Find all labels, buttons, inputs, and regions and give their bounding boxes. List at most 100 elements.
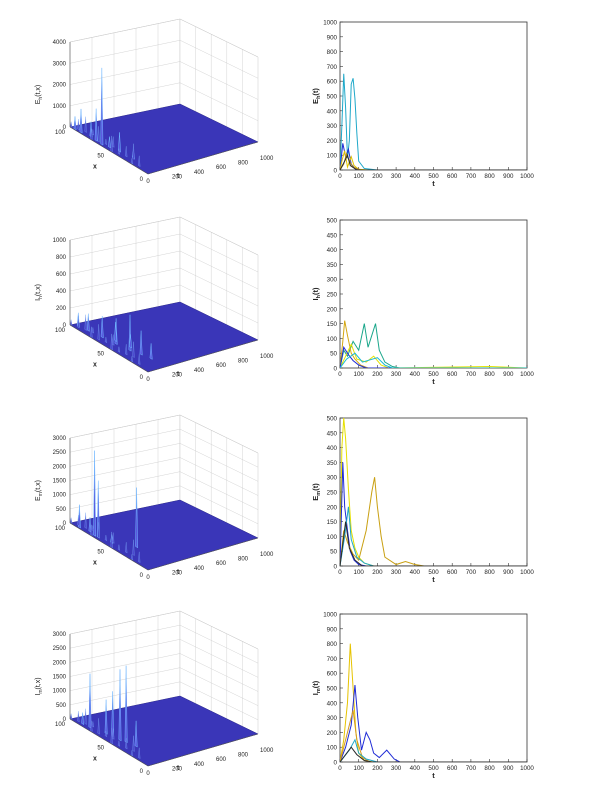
y-tick-label: 250 — [327, 292, 338, 299]
surface-peak-4 — [139, 330, 143, 356]
surface-peak-4 — [88, 673, 92, 729]
x-tick-label: 500 — [428, 569, 439, 576]
surface-ripple — [112, 532, 115, 544]
x-axis-label: t — [432, 179, 435, 188]
x-tick-label: 100 — [354, 765, 365, 772]
t-axis-label: t — [177, 569, 180, 576]
t-tick-label: 800 — [238, 359, 249, 365]
z-tick-label: 1500 — [53, 675, 67, 681]
surface-ripple — [84, 512, 87, 529]
z-grid — [69, 82, 181, 106]
series-line-4 — [340, 352, 527, 368]
surface-ripple — [104, 337, 108, 344]
z-tick-label: 2000 — [53, 660, 67, 666]
surface-ripple — [77, 515, 80, 527]
z-grid — [69, 667, 181, 691]
x-tick-label: 50 — [97, 352, 104, 358]
z-tick-label: 0 — [63, 521, 67, 527]
y-axis-label-main: E — [311, 496, 320, 501]
t-tick-label: 200 — [172, 174, 183, 180]
surface-ripple — [132, 143, 135, 160]
x-tick-label: 0 — [338, 765, 342, 772]
z-grid — [179, 624, 259, 664]
z-grid — [179, 443, 259, 482]
x-tick-label: 50 — [97, 550, 104, 556]
x-tick-label: 200 — [372, 765, 383, 772]
plot-frame — [339, 21, 528, 171]
z-axis-label-tail: (t,x) — [35, 85, 42, 97]
y-tick-label: 200 — [327, 504, 338, 511]
z-axis-label-sub: m — [38, 492, 44, 496]
z-axis-label-main: I — [35, 299, 42, 301]
z-grid — [69, 18, 181, 43]
series-line-0 — [340, 323, 527, 368]
z-grid — [69, 639, 181, 663]
surface-peak-7 — [114, 322, 117, 342]
y-axis-label: Em(t) — [311, 483, 322, 501]
z-grid — [69, 485, 181, 510]
t-tick-label: 400 — [194, 170, 205, 176]
y-tick-label: 250 — [327, 490, 338, 497]
x-axis-label: t — [432, 575, 435, 584]
t-tick-label-zero: 0 — [146, 771, 150, 777]
surface-ripple — [112, 136, 115, 148]
z-axis-label: Im(t,x) — [35, 677, 44, 695]
surface-ripple — [84, 116, 87, 133]
x-tick-label: 800 — [484, 765, 495, 772]
y-tick-label: 700 — [327, 656, 338, 663]
y-tick-label: 50 — [330, 351, 337, 358]
t-tick-label: 1000 — [260, 354, 274, 360]
x-tick-label: 300 — [391, 569, 402, 576]
series-line-2 — [340, 343, 527, 368]
t-tick-label: 400 — [194, 566, 205, 572]
surface-peak-0 — [100, 67, 104, 146]
surface-ripple — [104, 535, 108, 542]
surface-ripple — [104, 139, 108, 146]
y-tick-label: 900 — [327, 34, 338, 41]
z-grid — [69, 471, 181, 495]
surface-ripple — [117, 544, 121, 551]
surface-peak-1 — [118, 669, 122, 742]
series-line-4 — [340, 746, 527, 762]
x-tick-label: 800 — [484, 569, 495, 576]
z-tick-label: 2000 — [53, 83, 67, 89]
surface-peak-8 — [129, 334, 132, 349]
surface-ripple — [104, 731, 108, 738]
surface-panel-0: 0 1000 2000 3000 4000 0 50 100 200 400 600 800 1000 0… — [35, 18, 274, 185]
x-tick-label: 900 — [503, 569, 514, 576]
y-tick-label: 500 — [327, 416, 338, 423]
y-tick-label: 500 — [327, 94, 338, 101]
z-tick-label: 0 — [63, 323, 67, 329]
x-tick-label: 300 — [391, 173, 402, 180]
y-axis-label: Ih(t) — [311, 287, 322, 300]
surface-ripple — [130, 158, 134, 165]
y-tick-label: 450 — [327, 430, 338, 437]
x-axis-label: t — [432, 377, 435, 386]
z-tick-label: 2500 — [53, 450, 67, 456]
surface-ripple — [138, 353, 141, 365]
surface-ripple — [110, 333, 113, 351]
x-tick-label: 1000 — [520, 371, 534, 378]
series-line-2 — [340, 710, 527, 762]
y-tick-label: 200 — [327, 306, 338, 313]
z-grid — [69, 267, 181, 292]
plot-frame — [339, 613, 528, 763]
z-grid — [179, 233, 259, 273]
z-grid — [69, 61, 181, 85]
y-axis-label-tail: (t) — [311, 680, 320, 688]
z-grid — [179, 639, 259, 678]
y-tick-label: 350 — [327, 460, 338, 467]
surface-peak-7 — [108, 136, 111, 149]
x-tick-label: 700 — [466, 765, 477, 772]
surface-ripple — [117, 346, 121, 353]
x-tick-label: 0 — [140, 375, 144, 381]
z-grid — [69, 653, 181, 677]
y-axis-label-sub: h — [316, 95, 322, 99]
y-tick-label: 0 — [334, 366, 338, 373]
surface-ripple — [97, 324, 100, 341]
y-axis-label-tail: (t) — [311, 287, 320, 295]
z-axis-label-tail: (t,x) — [35, 677, 42, 689]
surface-ripple — [110, 135, 113, 153]
x-tick-label: 100 — [354, 371, 365, 378]
z-grid — [69, 40, 181, 64]
